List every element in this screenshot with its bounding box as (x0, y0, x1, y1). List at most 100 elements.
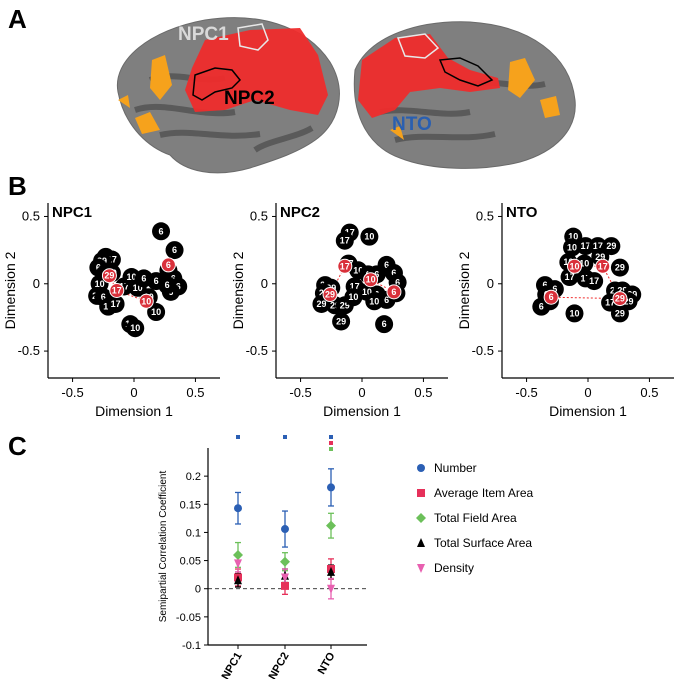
y-tick-label: 0 (195, 584, 201, 596)
x-axis-label: Dimension 1 (95, 403, 173, 419)
correlation-chart: 0.2 0.15 0.1 0.05 0 -0.05 -0.1 NPC1 NPC2 NTO Semip… (158, 435, 367, 679)
y-tick-label: 0.5 (476, 208, 494, 223)
highlighted-data-point (386, 284, 402, 300)
legend-label: Average Item Area (434, 486, 533, 500)
x-tick-label: NTO (316, 650, 338, 676)
data-point-label: 6 (552, 284, 557, 294)
data-point-label: 10 (567, 242, 577, 252)
y-tick-label: 0.5 (22, 208, 40, 223)
legend-label: Number (434, 461, 477, 475)
weak-activation-left (118, 55, 172, 134)
y-axis-label: Dimension 2 (230, 251, 246, 329)
data-point-label: 17 (340, 236, 350, 246)
data-point (565, 304, 584, 323)
panel-label-c: C (8, 431, 27, 461)
data-point-label: 6 (96, 263, 101, 273)
x-tick-label: 0.5 (186, 385, 204, 400)
npc1-outline (237, 23, 269, 51)
data-point-label: 17 (345, 228, 355, 238)
data-point-label: 29 (595, 252, 605, 262)
x-tick-label: 0 (358, 385, 365, 400)
highlighted-point-label: 6 (166, 260, 171, 270)
data-point-label: 10 (130, 323, 140, 333)
data-point-label: 17 (350, 281, 360, 291)
highlighted-data-point (543, 289, 559, 305)
data-point (147, 303, 166, 322)
highlighted-point-label: 29 (325, 290, 335, 300)
x-axis-label: Dimension 1 (323, 403, 401, 419)
highlighted-point-label: 17 (598, 261, 608, 271)
data-point-label: 6 (391, 268, 396, 278)
data-point-label: 10 (569, 308, 579, 318)
y-axis-label: Dimension 2 (2, 251, 18, 329)
data-point (344, 288, 363, 307)
data-point (563, 238, 582, 257)
y-tick-label: 0.5 (250, 208, 268, 223)
y-tick-label: -0.05 (176, 612, 201, 624)
label-npc2: NPC2 (224, 88, 275, 109)
data-point (152, 222, 171, 241)
data-point-label: 10 (95, 279, 105, 289)
x-tick-label: 0.5 (414, 385, 432, 400)
highlighted-data-point (101, 268, 117, 284)
data-point (585, 272, 604, 291)
npc2-outline (192, 67, 242, 101)
data-point-label: 6 (141, 273, 146, 283)
mds-plot-npc1: -0.5 0 0.5 0.5 0 -0.5 Dimension 1 Dimension 2 NP… (2, 203, 220, 419)
x-tick-label: -0.5 (289, 385, 311, 400)
brain-right-hemisphere: NTO (353, 21, 576, 169)
highlighted-point-label: 17 (112, 286, 122, 296)
data-point (365, 292, 384, 311)
y-tick-label: 0 (261, 276, 268, 291)
data-point-label: 17 (593, 241, 603, 251)
plot-title: NPC1 (52, 204, 92, 221)
data-point (280, 556, 290, 567)
data-point-label: 17 (565, 272, 575, 282)
data-point (158, 276, 177, 295)
label-nto: NTO (392, 114, 432, 135)
y-tick-label: 0 (33, 276, 40, 291)
data-point (106, 294, 125, 313)
y-tick-label: 0.15 (180, 499, 201, 511)
y-tick-label: -0.1 (182, 640, 201, 652)
data-point-label: 6 (171, 273, 176, 283)
y-tick-label: 0.2 (186, 471, 201, 483)
highlighted-point-label: 6 (391, 287, 396, 297)
legend-marker (417, 538, 425, 547)
brain-left-hemisphere: NPC1 NPC2 (116, 17, 340, 174)
data-point-label: 6 (374, 269, 379, 279)
data-point-label: 17 (605, 298, 615, 308)
data-point (281, 573, 289, 583)
highlighted-point-label: 10 (141, 296, 151, 306)
plot-title: NPC2 (280, 204, 320, 221)
highlighted-data-point (109, 283, 125, 298)
significance-marker (283, 435, 287, 439)
data-point-label: 10 (364, 232, 374, 242)
data-point-label: 10 (151, 307, 161, 317)
data-point (234, 575, 242, 585)
data-point-label: 17 (107, 255, 117, 265)
data-point-label: 10 (362, 287, 372, 297)
y-tick-label: -0.5 (18, 343, 40, 358)
data-point (610, 258, 629, 277)
data-point (281, 525, 289, 534)
data-point-label: 6 (384, 260, 389, 270)
data-point (332, 312, 351, 331)
activation-left (185, 28, 328, 115)
data-point-label: 6 (382, 319, 387, 329)
ips-outline (438, 57, 494, 87)
mds-plot-npc2: -0.5 0 0.5 0.5 0 -0.5 Dimension 1 Dimension 2 NP… (230, 203, 448, 419)
y-tick-label: 0 (487, 276, 494, 291)
y-tick-label: 0.05 (180, 556, 201, 568)
data-point (327, 584, 335, 594)
legend-marker (417, 489, 425, 497)
highlighted-data-point (322, 287, 338, 303)
weak-activation-right (390, 58, 560, 140)
highlighted-data-point (595, 258, 611, 274)
highlighted-point-label: 10 (569, 261, 579, 271)
highlighted-data-point (337, 258, 353, 274)
data-point-label: 29 (316, 299, 326, 309)
data-point-label: 17 (581, 241, 591, 251)
data-point (234, 504, 242, 513)
